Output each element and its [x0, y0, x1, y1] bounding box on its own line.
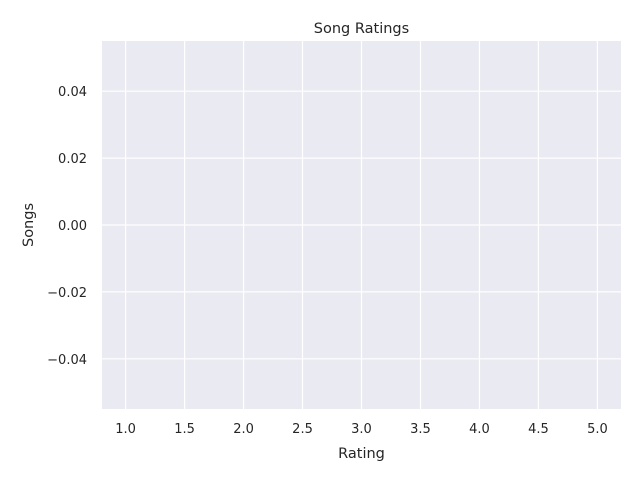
y-axis-ticks: 0.04 0.02 0.00 −0.02 −0.04	[47, 85, 87, 368]
x-axis-ticks: 1.0 1.5 2.0 2.5 3.0 3.5 4.0 4.5 5.0	[115, 422, 608, 437]
x-tick-label: 4.5	[528, 422, 549, 437]
x-tick-label: 2.5	[292, 422, 313, 437]
grid-lines	[102, 41, 621, 409]
x-tick-label: 3.5	[410, 422, 431, 437]
x-tick-label: 2.0	[233, 422, 254, 437]
y-tick-label: 0.04	[58, 85, 87, 100]
x-tick-label: 5.0	[587, 422, 608, 437]
x-axis-label: Rating	[338, 446, 385, 462]
y-tick-label: −0.04	[47, 353, 87, 368]
y-tick-label: −0.02	[47, 286, 87, 301]
y-axis-label: Songs	[21, 203, 37, 247]
x-tick-label: 4.0	[469, 422, 490, 437]
y-tick-label: 0.00	[58, 219, 87, 234]
chart-title: Song Ratings	[314, 21, 409, 37]
x-tick-label: 1.5	[174, 422, 195, 437]
x-tick-label: 1.0	[115, 422, 136, 437]
x-tick-label: 3.0	[351, 422, 372, 437]
y-tick-label: 0.02	[58, 152, 87, 167]
